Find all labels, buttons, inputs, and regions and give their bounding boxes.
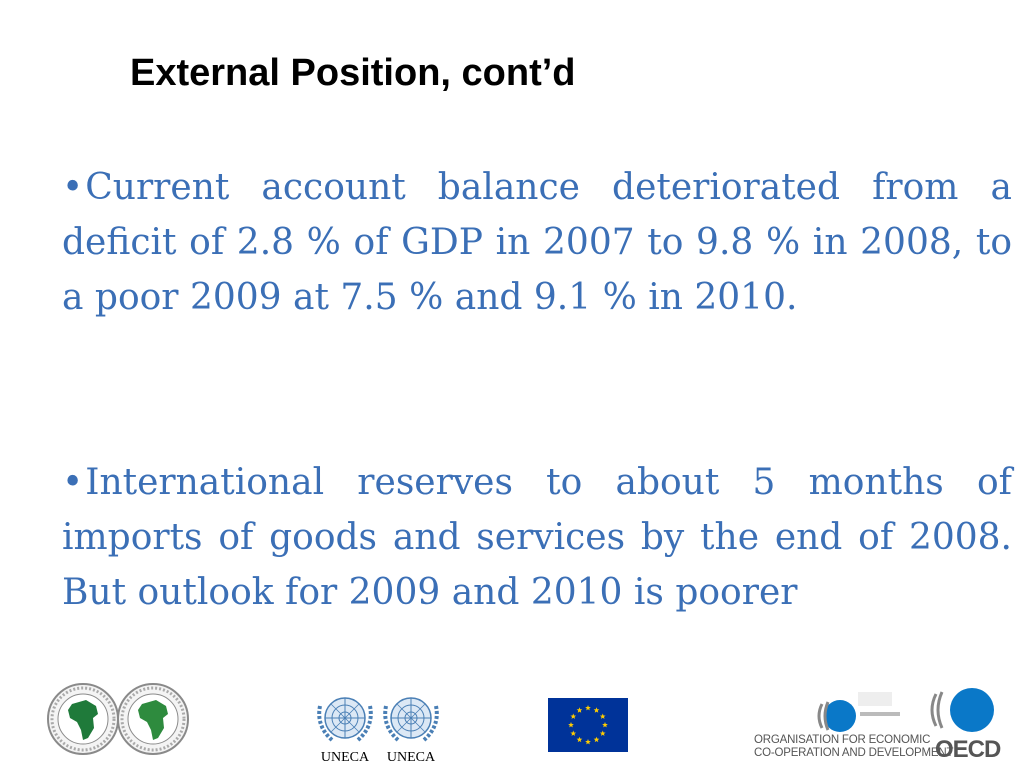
bullet-text: Current account balance deteriorated fro… [62,167,1012,318]
bullet-international-reserves: •International reserves to about 5 month… [62,455,1012,620]
oecd-wordmark: OECD [935,736,1000,764]
bullet-text: International reserves to about 5 months… [62,462,1012,613]
un-emblem-icon [312,692,378,748]
bullet-marker: • [62,167,83,208]
oecd-name-line1: ORGANISATION FOR ECONOMIC [754,734,930,746]
footer-logos: UNECA UNECA [0,680,1024,768]
oecd-development-centre-icon [752,686,1008,734]
uneca-logo: UNECA [312,692,378,766]
bullet-marker: • [62,462,83,503]
european-union-flag-icon [548,698,628,752]
bullet-current-account: •Current account balance deteriorated fr… [62,160,1012,325]
uneca-label: UNECA [378,750,444,766]
african-development-bank-logo [46,682,120,756]
african-development-fund-logo [116,682,190,756]
un-emblem-icon [378,692,444,748]
uneca-label: UNECA [312,750,378,766]
uneca-logo: UNECA [378,692,444,766]
oecd-name-line2: CO-OPERATION AND DEVELOPMENT [754,747,953,759]
slide-title: External Position, cont’d [130,52,576,95]
oecd-logo: ORGANISATION FOR ECONOMIC CO-OPERATION A… [752,686,1008,766]
